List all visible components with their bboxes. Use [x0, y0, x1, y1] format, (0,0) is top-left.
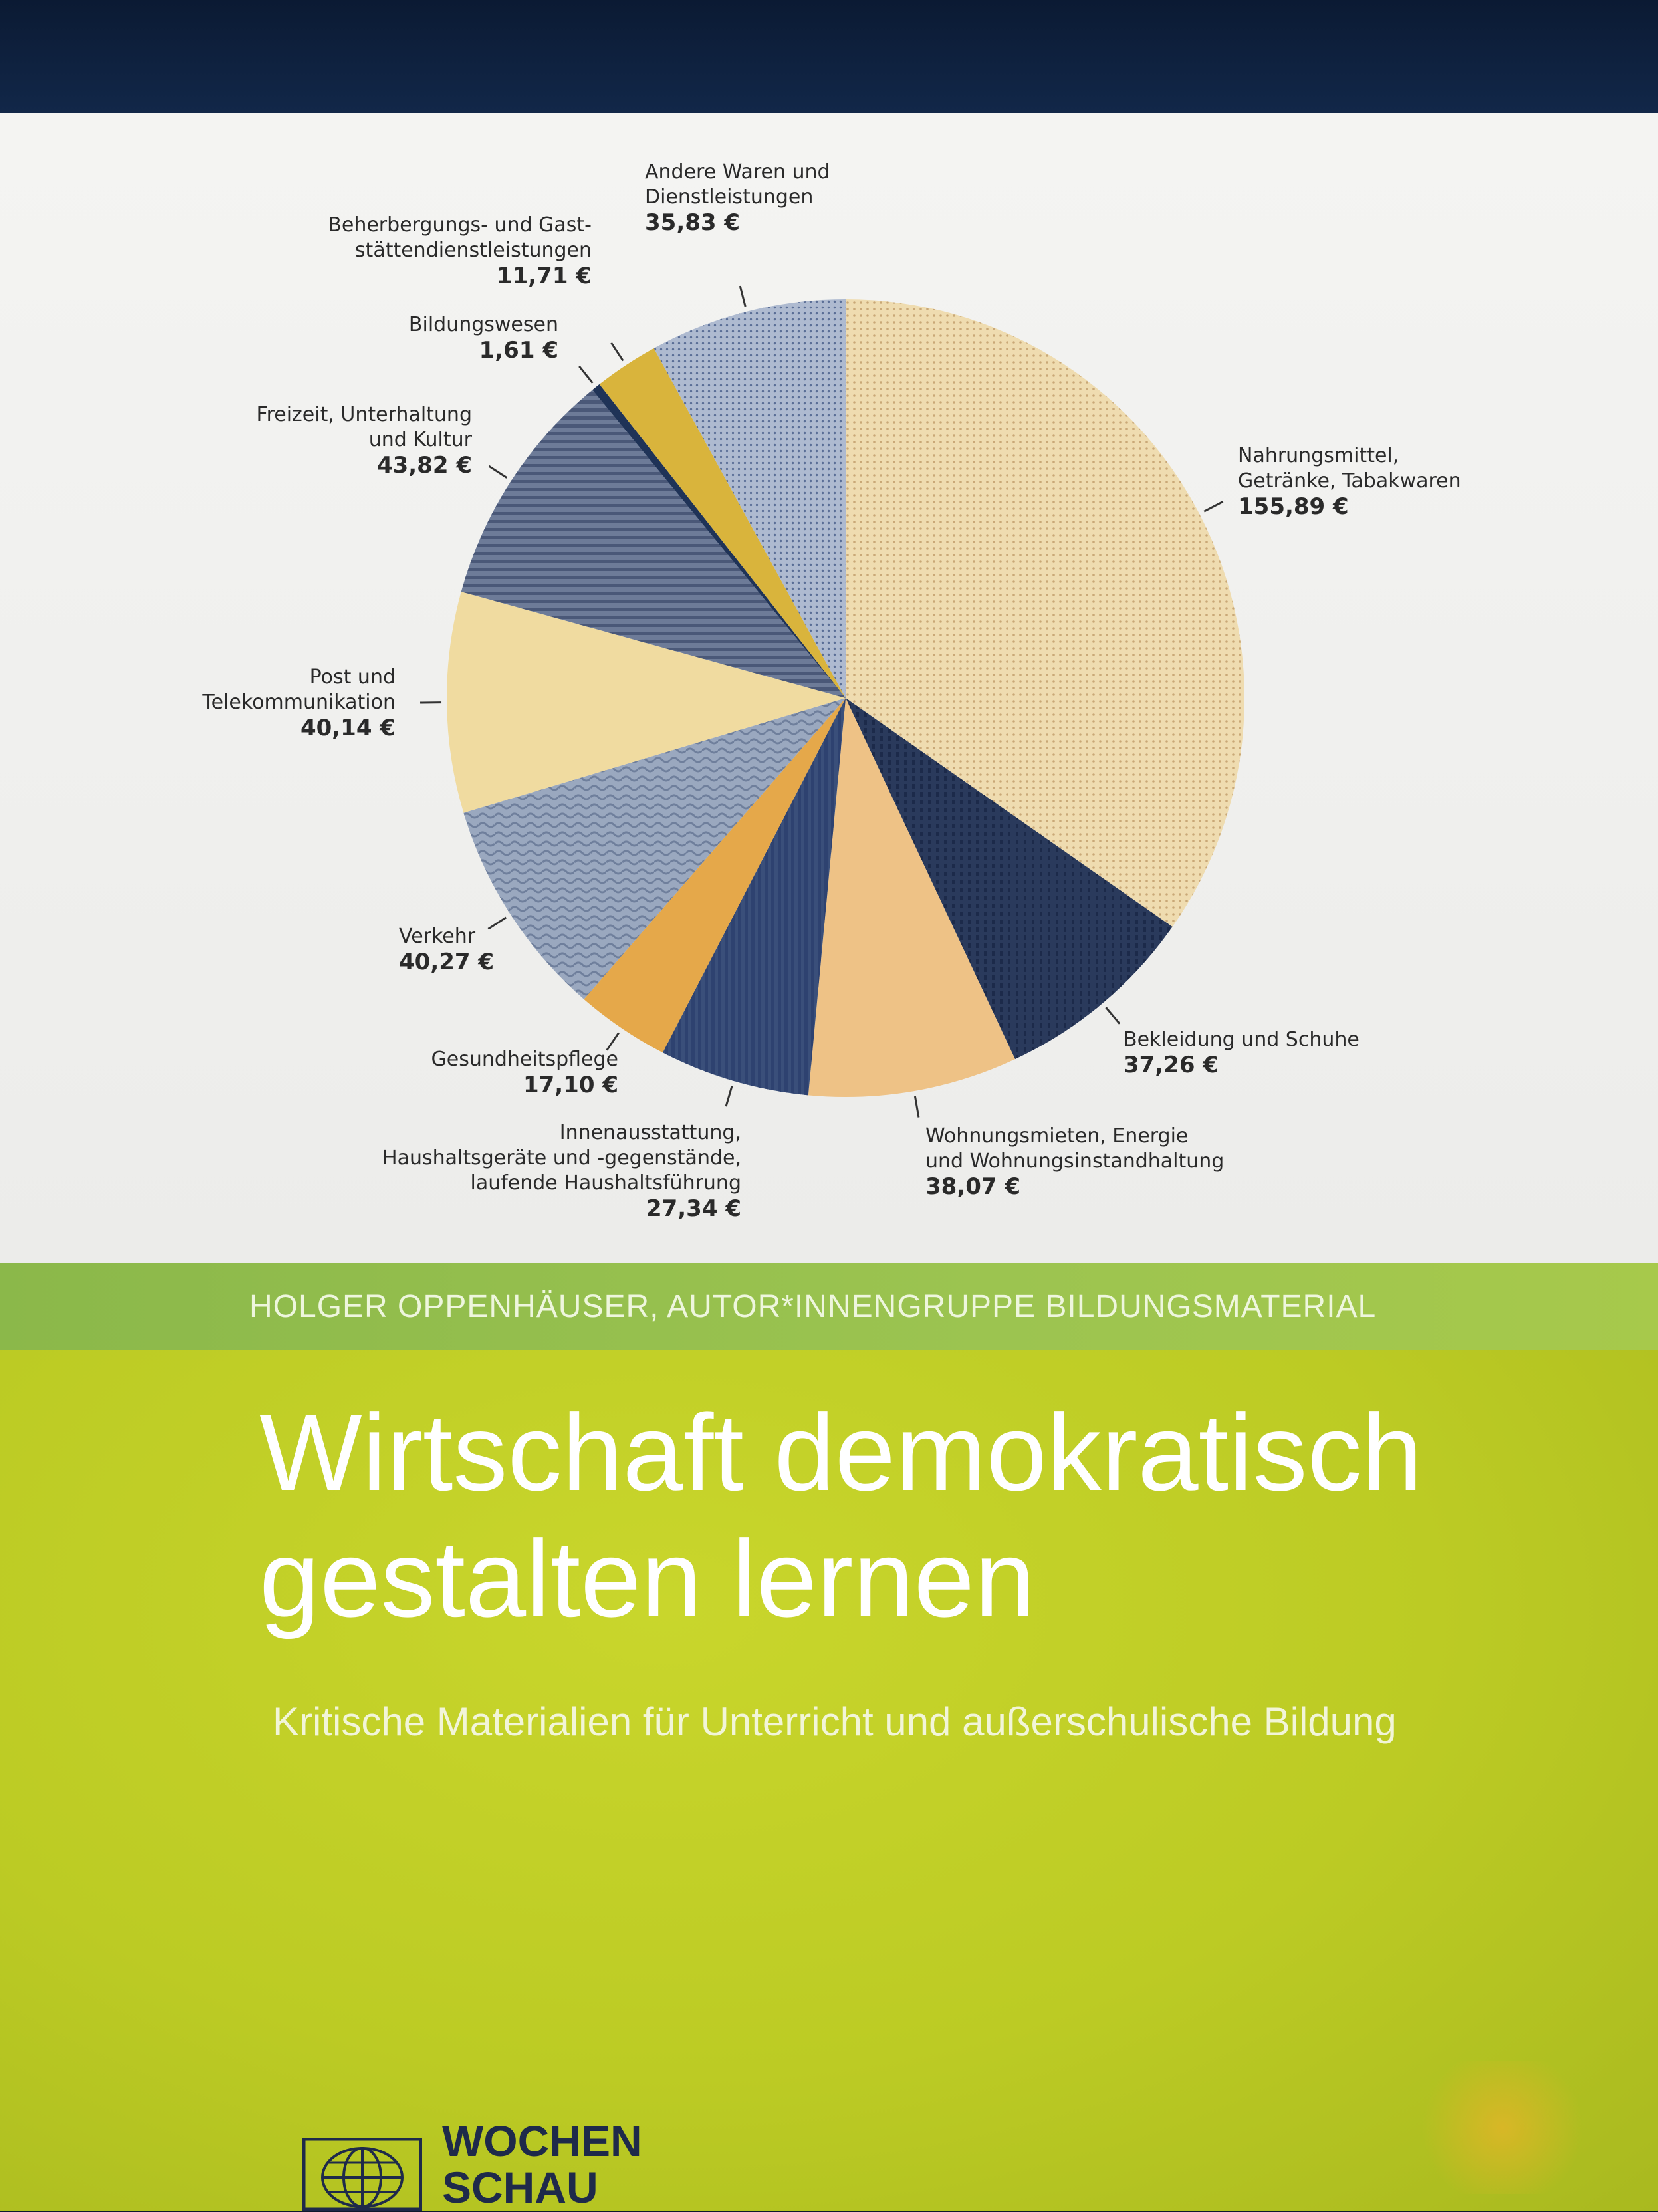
leader-line	[1204, 501, 1223, 511]
callout-verkehr: Verkehr 40,27 €	[399, 924, 494, 975]
callout-label: Beherbergungs- und Gast-	[279, 213, 592, 238]
callout-bekleidung: Bekleidung und Schuhe 37,26 €	[1124, 1027, 1360, 1078]
callout-value: 37,26 €	[1124, 1052, 1360, 1078]
callout-label: Post und	[160, 665, 396, 690]
callout-label: Verkehr	[399, 924, 494, 949]
callout-value: 17,10 €	[346, 1072, 618, 1098]
callout-label: laufende Haushaltsführung	[372, 1171, 741, 1196]
callout-beherbergung: Beherbergungs- und Gast- stättendienstle…	[279, 213, 592, 289]
callout-label: Getränke, Tabakwaren	[1238, 469, 1461, 494]
callout-value: 155,89 €	[1238, 494, 1461, 519]
publisher-name: WOCHEN SCHAU	[442, 2118, 642, 2211]
callout-label: und Kultur	[219, 428, 472, 453]
globe-grid-icon	[302, 2138, 422, 2211]
leader-line	[726, 1086, 732, 1106]
leader-line	[1106, 1007, 1120, 1023]
book-title-line-2: gestalten lernen	[259, 1516, 1589, 1642]
callout-label: Nahrungsmittel,	[1238, 443, 1461, 469]
author-band: HOLGER OPPENHÄUSER, AUTOR*INNENGRUPPE BI…	[0, 1263, 1658, 1350]
corner-badge	[1409, 2061, 1596, 2194]
background-dark-top	[0, 0, 1658, 120]
callout-value: 35,83 €	[645, 210, 830, 235]
callout-innenausstattung: Innenausstattung, Haushaltsgeräte und -g…	[372, 1120, 741, 1221]
callout-andere: Andere Waren und Dienstleistungen 35,83 …	[645, 160, 830, 235]
callout-gesundheit: Gesundheitspflege 17,10 €	[346, 1047, 618, 1098]
publisher-line-2: SCHAU	[442, 2164, 642, 2211]
callout-value: 1,61 €	[346, 338, 558, 363]
book-title-line-1: Wirtschaft demokratisch	[259, 1390, 1589, 1516]
leader-line	[579, 366, 592, 383]
callout-label: und Wohnungsinstandhaltung	[925, 1149, 1224, 1174]
callout-value: 38,07 €	[925, 1174, 1224, 1199]
leader-line	[740, 286, 745, 307]
callout-label: Haushaltsgeräte und -gegenstände,	[372, 1146, 741, 1171]
author-line: HOLGER OPPENHÄUSER, AUTOR*INNENGRUPPE BI…	[249, 1289, 1376, 1325]
callout-label: Telekommunikation	[160, 690, 396, 715]
callout-value: 11,71 €	[279, 263, 592, 289]
callout-label: Bildungswesen	[346, 312, 558, 338]
book-title: Wirtschaft demokratisch gestalten lernen	[259, 1390, 1589, 1642]
publisher-line-1: WOCHEN	[442, 2118, 642, 2164]
callout-label: Dienstleistungen	[645, 185, 830, 210]
callout-value: 40,27 €	[399, 949, 494, 975]
callout-freizeit: Freizeit, Unterhaltung und Kultur 43,82 …	[219, 402, 472, 478]
callout-value: 40,14 €	[160, 715, 396, 741]
callout-nahrungsmittel: Nahrungsmittel, Getränke, Tabakwaren 155…	[1238, 443, 1461, 519]
callout-label: Gesundheitspflege	[346, 1047, 618, 1072]
leader-line	[612, 343, 624, 361]
callout-value: 27,34 €	[372, 1196, 741, 1221]
leader-line	[489, 466, 507, 477]
callout-bildung: Bildungswesen 1,61 €	[346, 312, 558, 363]
book-subtitle: Kritische Materialien für Unterricht und…	[273, 1699, 1536, 1745]
callout-post: Post und Telekommunikation 40,14 €	[160, 665, 396, 741]
callout-label: Bekleidung und Schuhe	[1124, 1027, 1360, 1052]
leader-line	[915, 1096, 918, 1118]
callout-label: Andere Waren und	[645, 160, 830, 185]
callout-label: Wohnungsmieten, Energie	[925, 1124, 1224, 1149]
callout-label: Freizeit, Unterhaltung	[219, 402, 472, 428]
callout-label: Innenausstattung,	[372, 1120, 741, 1146]
callout-label: stättendienstleistungen	[279, 238, 592, 263]
callout-wohnung: Wohnungsmieten, Energie und Wohnungsinst…	[925, 1124, 1224, 1199]
callout-value: 43,82 €	[219, 453, 472, 478]
